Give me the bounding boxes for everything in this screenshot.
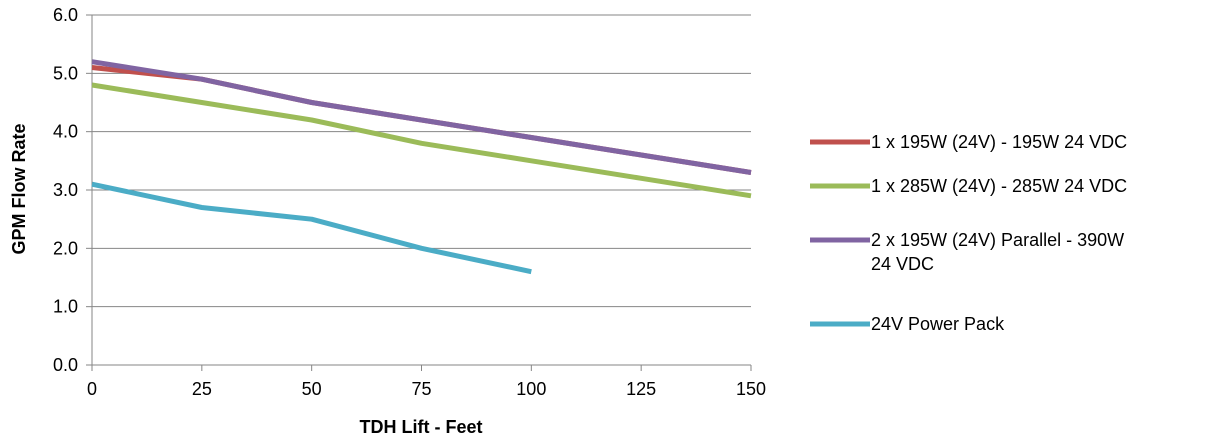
x-tick-label: 25 [192, 379, 212, 399]
x-tick-labels: 0 25 50 75 100 125 150 [87, 379, 766, 399]
legend-label-1: 1 x 195W (24V) - 195W 24 VDC [871, 132, 1127, 152]
x-tick-label: 125 [626, 379, 656, 399]
series-line-4 [91, 181, 532, 275]
plot-series [91, 59, 752, 275]
legend-label-4: 24V Power Pack [871, 314, 1005, 334]
y-tick-label: 5.0 [53, 63, 78, 83]
y-tick-label: 6.0 [53, 5, 78, 25]
x-axis-title: TDH Lift - Feet [360, 417, 483, 437]
legend-label-3: 24 VDC [871, 254, 934, 274]
legend: 1 x 195W (24V) - 195W 24 VDC 1 x 285W (24… [810, 132, 1127, 334]
x-tick-label: 150 [736, 379, 766, 399]
series-line-2 [91, 82, 752, 199]
y-axis-title: GPM Flow Rate [9, 123, 29, 254]
legend-label-3: 2 x 195W (24V) Parallel - 390W [871, 230, 1124, 250]
y-tick-label: 3.0 [53, 180, 78, 200]
y-tick-label: 0.0 [53, 355, 78, 375]
y-tick-label: 2.0 [53, 238, 78, 258]
axes [86, 14, 752, 371]
x-tick-label: 75 [411, 379, 431, 399]
y-tick-labels: 0.0 1.0 2.0 3.0 4.0 5.0 6.0 [53, 5, 78, 375]
legend-label-2: 1 x 285W (24V) - 285W 24 VDC [871, 176, 1127, 196]
x-tick-label: 100 [516, 379, 546, 399]
y-tick-label: 1.0 [53, 297, 78, 317]
x-tick-label: 50 [302, 379, 322, 399]
x-tick-label: 0 [87, 379, 97, 399]
y-tick-label: 4.0 [53, 122, 78, 142]
gridlines [92, 14, 751, 308]
series-line-3 [91, 59, 752, 175]
